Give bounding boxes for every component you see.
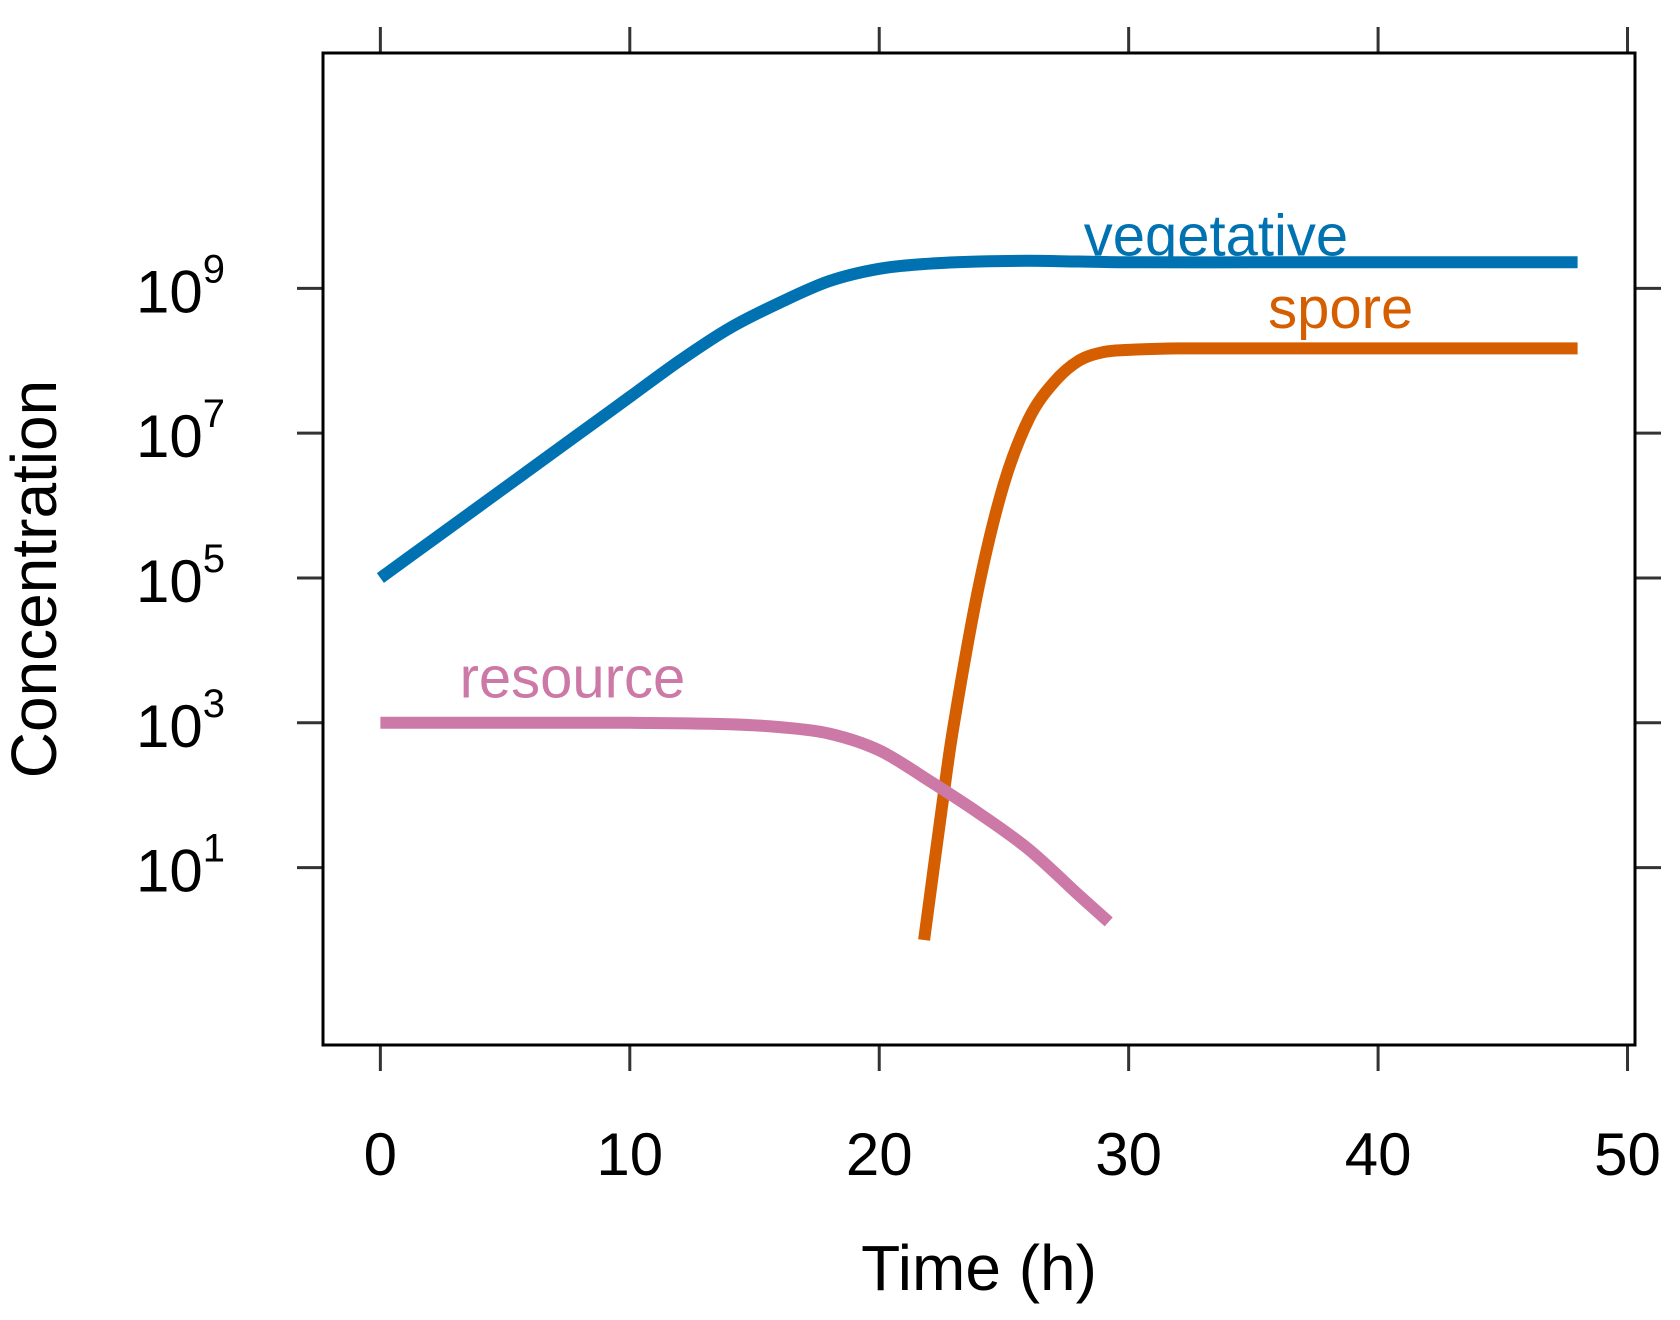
x-tick-label: 0 [364, 1121, 397, 1188]
y-tick-label: 101 [136, 827, 225, 905]
y-tick-exponent: 3 [203, 682, 225, 726]
y-tick-base: 10 [136, 548, 203, 615]
y-tick-exponent: 9 [203, 247, 225, 291]
y-tick-exponent: 5 [203, 537, 225, 581]
x-tick-labels: 0 10 20 30 40 50 [364, 1121, 1661, 1188]
x-tick-label: 30 [1095, 1121, 1162, 1188]
series-labels: vegetative spore resource [460, 204, 1414, 711]
series-label-resource: resource [460, 645, 686, 710]
axis-ticks [297, 27, 1661, 1071]
y-tick-exponent: 1 [203, 827, 225, 871]
y-tick-label: 103 [136, 682, 225, 760]
y-tick-label: 109 [136, 247, 225, 325]
y-axis-title: Concentration [0, 380, 70, 778]
y-tick-base: 10 [136, 403, 203, 470]
x-tick-label: 20 [846, 1121, 913, 1188]
x-tick-label: 50 [1594, 1121, 1661, 1188]
y-tick-base: 10 [136, 693, 203, 760]
y-tick-base: 10 [136, 838, 203, 905]
y-tick-base: 10 [136, 258, 203, 325]
y-tick-exponent: 7 [203, 392, 225, 436]
series-line-resource [380, 716, 1113, 927]
y-tick-label: 105 [136, 537, 225, 615]
series-label-vegetative: vegetative [1084, 204, 1348, 269]
series-label-spore: spore [1268, 276, 1413, 341]
plot-frame [321, 51, 1637, 1047]
series-line-vegetative [376, 254, 1578, 583]
x-tick-label: 40 [1345, 1121, 1412, 1188]
x-axis-title: Time (h) [861, 1232, 1097, 1304]
series-lines [376, 254, 1578, 941]
x-tick-label: 10 [596, 1121, 663, 1188]
series-line-spore [918, 342, 1578, 941]
y-tick-label: 107 [136, 392, 225, 470]
